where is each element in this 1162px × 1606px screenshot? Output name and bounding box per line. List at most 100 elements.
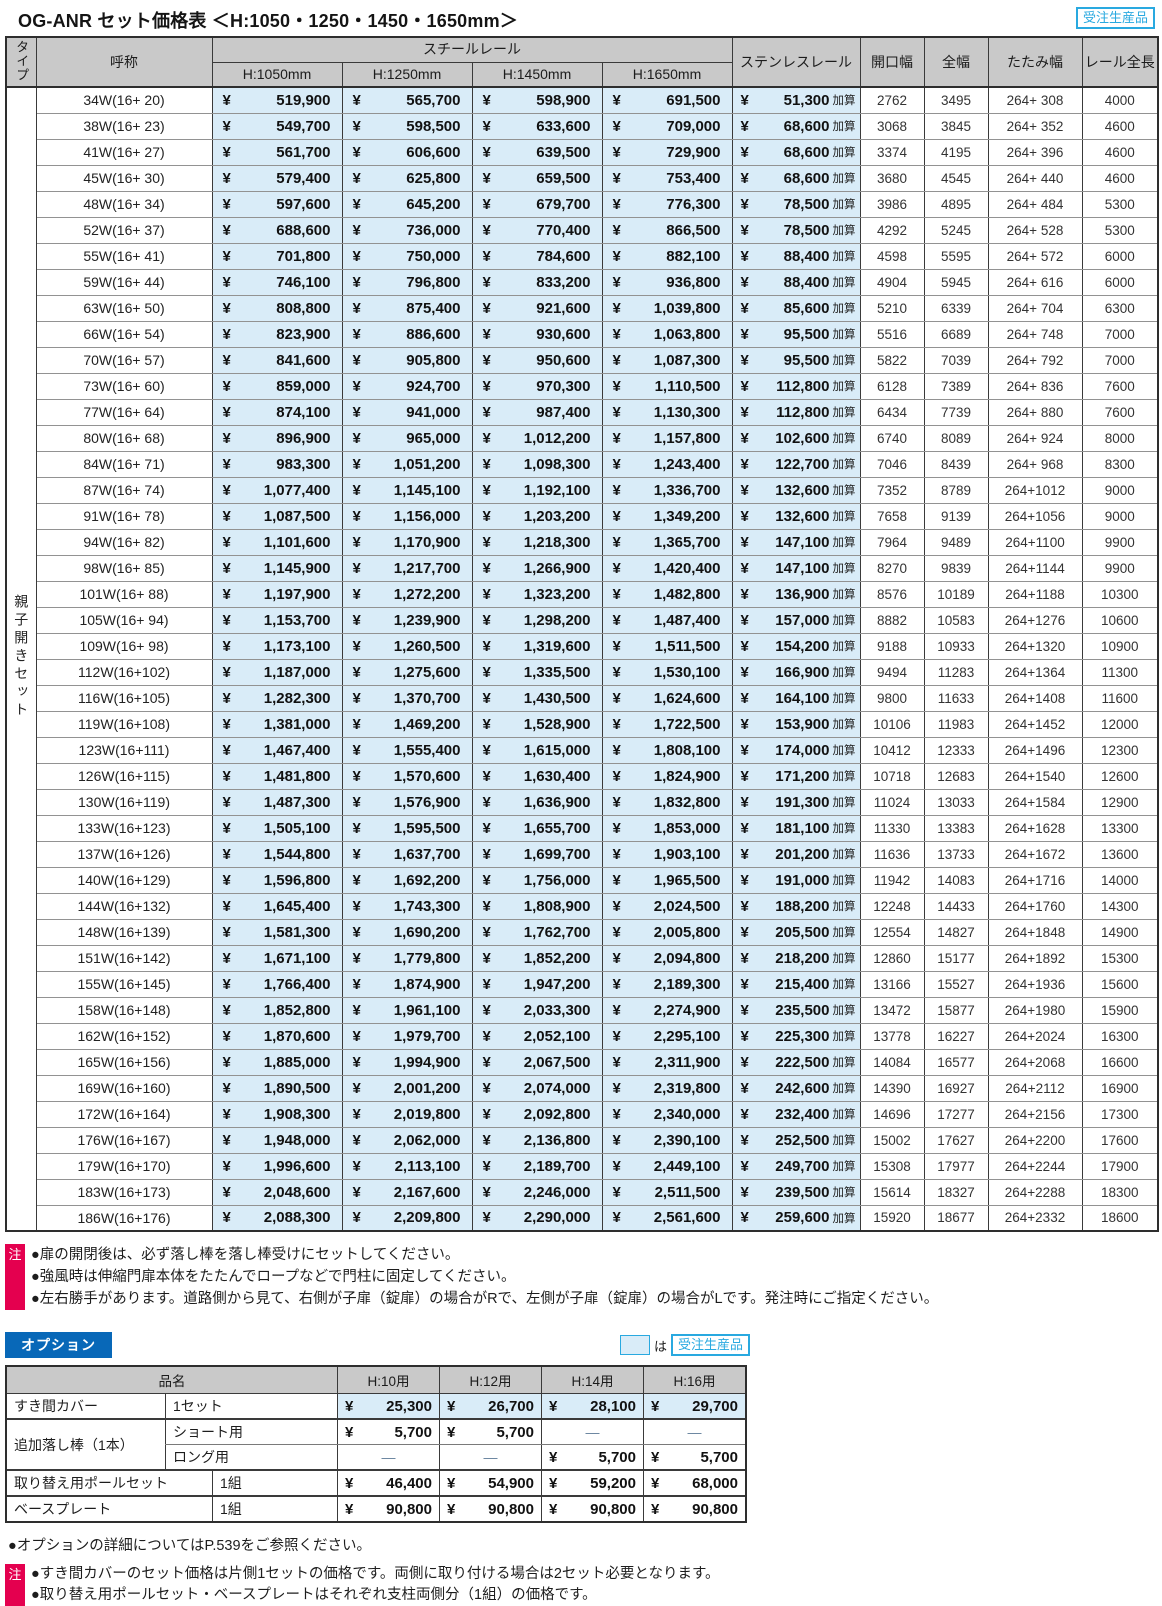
price-row: 52W(16+ 37) ¥688,600 ¥736,000 ¥770,400 ¥866,… <box>6 216 1159 244</box>
steel-price-1050-cell: ¥1,852,800 <box>211 996 343 1024</box>
price-amount: 1,576,900 <box>393 793 461 811</box>
currency-symbol: ¥ <box>482 871 491 889</box>
folding-width-cell: 264+1716 <box>987 866 1083 894</box>
currency-symbol: ¥ <box>740 1001 749 1019</box>
price-row: 130W(16+119) ¥1,487,300 ¥1,576,900 ¥1,636,9… <box>6 788 1159 816</box>
currency-symbol: ¥ <box>740 1209 749 1227</box>
currency-symbol: ¥ <box>612 871 621 889</box>
stainless-price-cell: ¥157,000 加算 <box>731 606 861 634</box>
steel-price-1050-cell: ¥1,481,800 <box>211 762 343 790</box>
rail-length-cell: 6000 <box>1081 242 1159 270</box>
currency-symbol: ¥ <box>482 741 491 759</box>
steel-price-1250-cell: ¥2,167,600 <box>341 1178 473 1206</box>
steel-price-1050-cell: ¥1,197,900 <box>211 580 343 608</box>
price-amount: 1,243,400 <box>653 455 721 473</box>
opening-width-cell: 11942 <box>859 866 925 894</box>
currency-symbol: ¥ <box>612 273 621 291</box>
currency-symbol: ¥ <box>352 1131 361 1149</box>
price-amount: 1,087,300 <box>653 351 721 369</box>
currency-symbol: ¥ <box>352 325 361 343</box>
folding-width-cell: 264+ 528 <box>987 216 1083 244</box>
steel-price-1450-cell: ¥1,762,700 <box>471 918 603 946</box>
legend-made-to-order-badge: 受注生産品 <box>670 1334 750 1356</box>
currency-symbol: ¥ <box>740 715 749 733</box>
header-name: 呼称 <box>35 36 213 88</box>
price-row: 133W(16+123) ¥1,505,100 ¥1,595,500 ¥1,655,7… <box>6 814 1159 842</box>
steel-price-1050-cell: ¥1,282,300 <box>211 684 343 712</box>
currency-symbol: ¥ <box>612 325 621 343</box>
currency-symbol: ¥ <box>352 273 361 291</box>
price-amount: 191,000 <box>775 871 830 889</box>
option-price-cell: ― <box>439 1445 541 1469</box>
rail-length-cell: 18300 <box>1081 1178 1159 1206</box>
steel-price-1650-cell: ¥1,039,800 <box>601 294 733 322</box>
folding-width-cell: 264+2024 <box>987 1022 1083 1050</box>
currency-symbol: ¥ <box>740 559 749 577</box>
currency-symbol: ¥ <box>651 1397 660 1415</box>
price-amount: 68,000 <box>692 1474 738 1492</box>
price-amount: 549,700 <box>276 117 331 135</box>
price-amount: 225,300 <box>775 1027 830 1045</box>
steel-price-1050-cell: ¥1,467,400 <box>211 736 343 764</box>
price-amount: 950,600 <box>536 351 591 369</box>
price-row: 45W(16+ 30) ¥579,400 ¥625,800 ¥659,500 ¥753,… <box>6 164 1159 192</box>
price-amount: 659,500 <box>536 169 591 187</box>
price-amount: 2,136,800 <box>523 1131 591 1149</box>
price-amount: 770,400 <box>536 221 591 239</box>
folding-width-cell: 264+2200 <box>987 1126 1083 1154</box>
currency-symbol: ¥ <box>352 585 361 603</box>
folding-width-cell: 264+1936 <box>987 970 1083 998</box>
option-price-cell: ¥5,700 <box>439 1420 541 1444</box>
price-amount: 1,272,200 <box>393 585 461 603</box>
price-amount: 736,000 <box>406 221 461 239</box>
currency-symbol: ¥ <box>612 923 621 941</box>
price-amount: 1,153,700 <box>263 611 331 629</box>
currency-symbol: ¥ <box>222 975 231 993</box>
steel-price-1450-cell: ¥1,298,200 <box>471 606 603 634</box>
model-name-cell: 151W(16+142) <box>35 944 213 972</box>
currency-symbol: ¥ <box>482 949 491 967</box>
currency-symbol: ¥ <box>612 767 621 785</box>
rail-length-cell: 9900 <box>1081 528 1159 556</box>
option-price-cell: ¥54,900 <box>439 1471 541 1495</box>
note-line: ●左右勝手があります。道路側から見て、右側が子扉（錠扉）の場合がRで、左側が子扉… <box>31 1291 939 1307</box>
model-name-cell: 38W(16+ 23) <box>35 112 213 140</box>
currency-symbol: ¥ <box>740 949 749 967</box>
rail-length-cell: 11600 <box>1081 684 1159 712</box>
price-row: 183W(16+173) ¥2,048,600 ¥2,167,600 ¥2,246,0… <box>6 1178 1159 1206</box>
model-name-cell: 101W(16+ 88) <box>35 580 213 608</box>
currency-symbol: ¥ <box>352 897 361 915</box>
currency-symbol: ¥ <box>740 741 749 759</box>
option-price-cell: ¥68,000 <box>643 1471 745 1495</box>
currency-symbol: ¥ <box>352 611 361 629</box>
folding-width-cell: 264+ 704 <box>987 294 1083 322</box>
currency-symbol: ¥ <box>222 949 231 967</box>
rail-length-cell: 4000 <box>1081 86 1159 114</box>
not-available-dash: ― <box>483 1449 498 1465</box>
option-product-name: すき間カバー <box>14 1398 98 1414</box>
price-amount: 1,874,900 <box>393 975 461 993</box>
addition-suffix: 加算 <box>832 563 856 575</box>
price-amount: 2,005,800 <box>653 923 721 941</box>
rail-length-cell: 18600 <box>1081 1204 1159 1232</box>
currency-symbol: ¥ <box>352 559 361 577</box>
price-amount: 1,743,300 <box>393 897 461 915</box>
full-width-cell: 3495 <box>923 86 989 114</box>
currency-symbol: ¥ <box>482 819 491 837</box>
price-amount: 729,900 <box>666 143 721 161</box>
currency-symbol: ¥ <box>222 403 231 421</box>
note-lines: ●すき間カバーのセット価格は片側1セットの価格です。両側に取り付ける場合は2セッ… <box>25 1564 720 1606</box>
opening-width-cell: 13472 <box>859 996 925 1024</box>
price-amount: 1,979,700 <box>393 1027 461 1045</box>
addition-suffix: 加算 <box>832 719 856 731</box>
currency-symbol: ¥ <box>222 455 231 473</box>
price-amount: 2,295,100 <box>653 1027 721 1045</box>
currency-symbol: ¥ <box>482 767 491 785</box>
steel-price-1250-cell: ¥1,275,600 <box>341 658 473 686</box>
price-amount: 136,900 <box>775 585 830 603</box>
full-width-cell: 15527 <box>923 970 989 998</box>
price-row: 73W(16+ 60) ¥859,000 ¥924,700 ¥970,300 ¥1,11… <box>6 372 1159 400</box>
currency-symbol: ¥ <box>222 663 231 681</box>
full-width-cell: 7739 <box>923 398 989 426</box>
price-table-header: タイプ 呼称 スチールレール ステンレスレール 開口幅 全幅 たたみ幅 レール全… <box>5 36 1159 88</box>
